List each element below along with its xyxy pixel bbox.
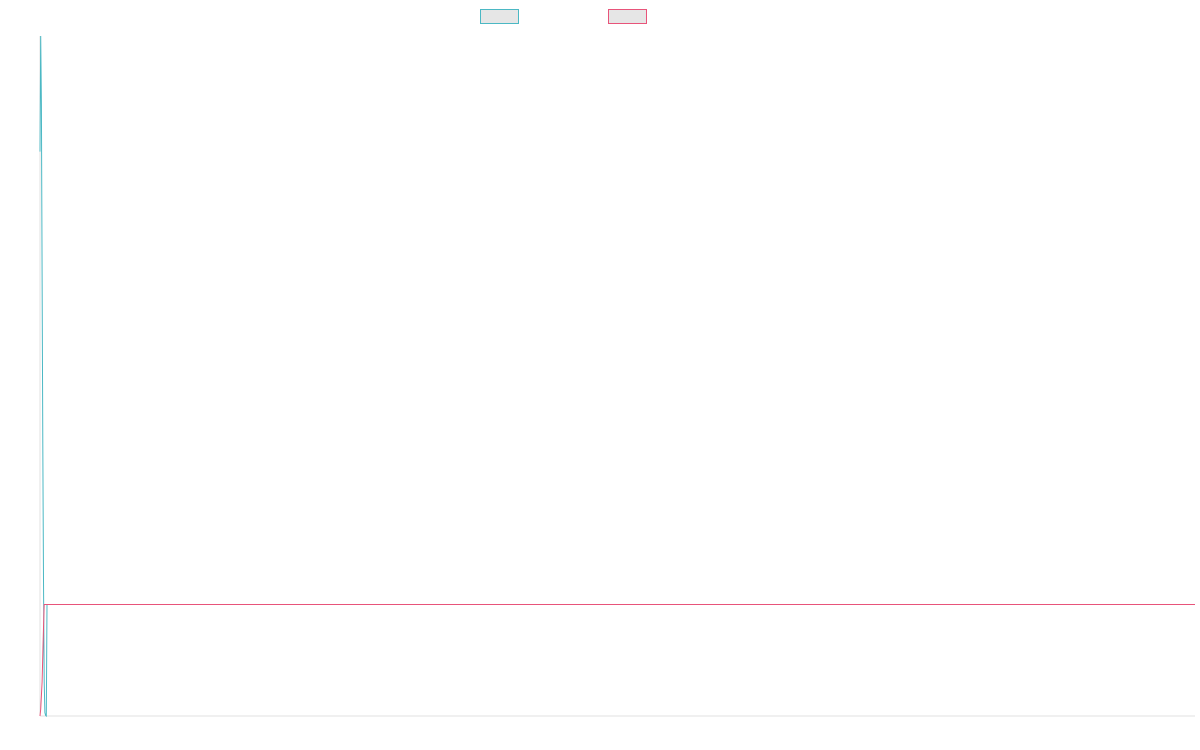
series-line-2 — [39, 603, 1195, 717]
legend-swatch-series-2 — [608, 9, 647, 24]
legend-swatch-series-1 — [480, 9, 519, 24]
legend-item-series-2[interactable] — [608, 9, 653, 24]
series-line-1 — [39, 35, 1195, 718]
legend-item-series-1[interactable] — [480, 9, 525, 24]
legend — [480, 9, 653, 24]
